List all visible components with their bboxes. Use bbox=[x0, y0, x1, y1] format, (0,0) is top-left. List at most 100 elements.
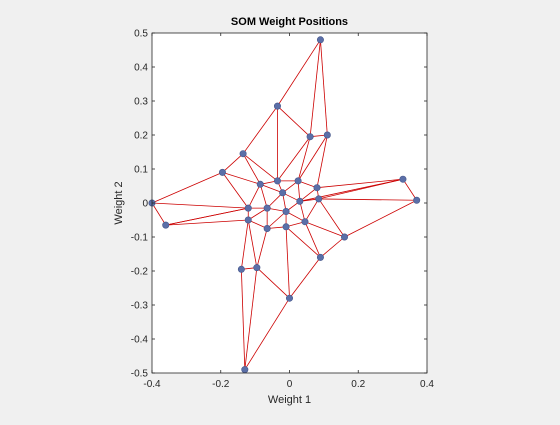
x-tick-label: -0.2 bbox=[212, 379, 230, 390]
neighbor-edge bbox=[256, 228, 268, 268]
neighbor-edge bbox=[222, 172, 249, 209]
neighbor-edge bbox=[318, 198, 345, 238]
neuron-point bbox=[273, 177, 281, 185]
x-tick-label: -0.4 bbox=[143, 379, 161, 390]
neuron-point bbox=[323, 131, 331, 139]
chart-title: SOM Weight Positions bbox=[231, 16, 348, 28]
x-tick-label: 0 bbox=[287, 379, 293, 390]
y-tick-label: -0.4 bbox=[131, 335, 149, 346]
neuron-point bbox=[244, 216, 252, 224]
y-axis-ticks: -0.5 -0.4 -0.3 -0.2 -0.1 0 0.1 0.2 0.3 0.4 0.5 bbox=[131, 29, 427, 380]
neuron-point bbox=[282, 208, 290, 216]
x-axis-ticks: -0.4 -0.2 0 0.2 0.4 bbox=[143, 33, 434, 390]
neighbor-edge bbox=[242, 153, 278, 182]
x-tick-label: 0.2 bbox=[351, 379, 365, 390]
neighbor-edge bbox=[259, 184, 268, 209]
neuron-point bbox=[413, 196, 421, 204]
neuron-point bbox=[273, 102, 281, 110]
neighbor-edge bbox=[244, 267, 258, 370]
plot-area bbox=[152, 33, 427, 373]
neighbor-edge bbox=[285, 226, 321, 258]
neighbor-edge bbox=[240, 219, 249, 270]
neuron-point bbox=[306, 133, 314, 141]
neighbor-edge bbox=[304, 221, 345, 238]
neighbor-edge bbox=[309, 39, 321, 137]
neuron-point bbox=[282, 223, 290, 231]
neuron-point bbox=[241, 366, 249, 374]
y-tick-label: -0.1 bbox=[131, 233, 149, 244]
neighbor-edge bbox=[316, 178, 403, 189]
neuron-point bbox=[162, 221, 170, 229]
neighbor-edge bbox=[151, 202, 167, 226]
neighbor-edge bbox=[320, 236, 345, 258]
neighbor-edge bbox=[297, 136, 311, 182]
neighbor-edge bbox=[165, 219, 249, 226]
y-tick-label: -0.5 bbox=[131, 369, 149, 380]
y-tick-label: 0.4 bbox=[134, 63, 148, 74]
neuron-point bbox=[340, 233, 348, 241]
x-tick-label: 0.4 bbox=[420, 379, 434, 390]
neighbor-edge bbox=[240, 269, 246, 370]
neuron-point bbox=[315, 195, 323, 203]
neuron-point bbox=[316, 36, 324, 44]
neighbor-edge bbox=[277, 105, 311, 137]
neuron-point bbox=[239, 150, 247, 158]
neighbor-edge bbox=[248, 207, 268, 221]
y-tick-label: -0.2 bbox=[131, 267, 149, 278]
neighbor-edge bbox=[242, 153, 261, 185]
neighbor-edge bbox=[260, 183, 283, 194]
neighbor-edge bbox=[299, 201, 306, 222]
neighbor-edge bbox=[318, 198, 417, 201]
neighbor-edge bbox=[151, 172, 223, 204]
y-tick-label: 0.2 bbox=[134, 131, 148, 142]
x-axis-label: Weight 1 bbox=[268, 394, 311, 406]
neighbor-edge bbox=[277, 136, 311, 182]
neighbor-edge bbox=[222, 153, 244, 173]
neuron-point bbox=[218, 168, 226, 176]
neuron-point bbox=[263, 204, 271, 212]
neuron-point bbox=[244, 204, 252, 212]
neighbor-edge bbox=[165, 207, 249, 226]
neighbor-edge bbox=[297, 134, 328, 182]
neighbor-edge bbox=[299, 187, 318, 202]
neighbor-edge bbox=[320, 39, 328, 136]
neuron-point bbox=[237, 265, 245, 273]
neuron-point bbox=[313, 184, 321, 192]
neighbor-edge bbox=[316, 134, 328, 188]
neuron-point bbox=[256, 180, 264, 188]
neuron-point bbox=[263, 225, 271, 233]
neighbor-edge bbox=[304, 198, 320, 222]
neuron-point bbox=[253, 264, 261, 272]
neighbor-edge bbox=[266, 192, 283, 209]
neuron-point bbox=[316, 253, 324, 261]
neighbor-edge bbox=[151, 202, 249, 209]
neighbor-edge bbox=[256, 267, 290, 299]
y-axis-label: Weight 2 bbox=[113, 181, 125, 224]
y-tick-label: 0.1 bbox=[134, 165, 148, 176]
neighbor-edge bbox=[304, 221, 321, 258]
neighbor-edge bbox=[222, 172, 261, 185]
neighbor-edge bbox=[244, 297, 290, 370]
neighbor-edge bbox=[242, 105, 278, 154]
neighbor-edge bbox=[266, 211, 287, 229]
neuron-point bbox=[296, 197, 304, 205]
neighbor-edge bbox=[285, 226, 290, 299]
edges-layer bbox=[151, 39, 418, 370]
neuron-point bbox=[279, 189, 287, 197]
y-tick-label: 0 bbox=[142, 199, 148, 210]
y-tick-label: 0.3 bbox=[134, 97, 148, 108]
neuron-point bbox=[294, 177, 302, 185]
neighbor-edge bbox=[402, 178, 418, 201]
neighbor-edge bbox=[344, 199, 417, 238]
neuron-point bbox=[285, 294, 293, 302]
neighbor-edge bbox=[247, 184, 261, 209]
y-tick-label: -0.3 bbox=[131, 301, 149, 312]
neighbor-edge bbox=[289, 257, 321, 299]
y-tick-label: 0.5 bbox=[134, 29, 148, 40]
neighbor-edge bbox=[277, 39, 321, 107]
neighbor-edge bbox=[247, 219, 258, 268]
neuron-point bbox=[301, 218, 309, 226]
neuron-point bbox=[399, 175, 407, 183]
